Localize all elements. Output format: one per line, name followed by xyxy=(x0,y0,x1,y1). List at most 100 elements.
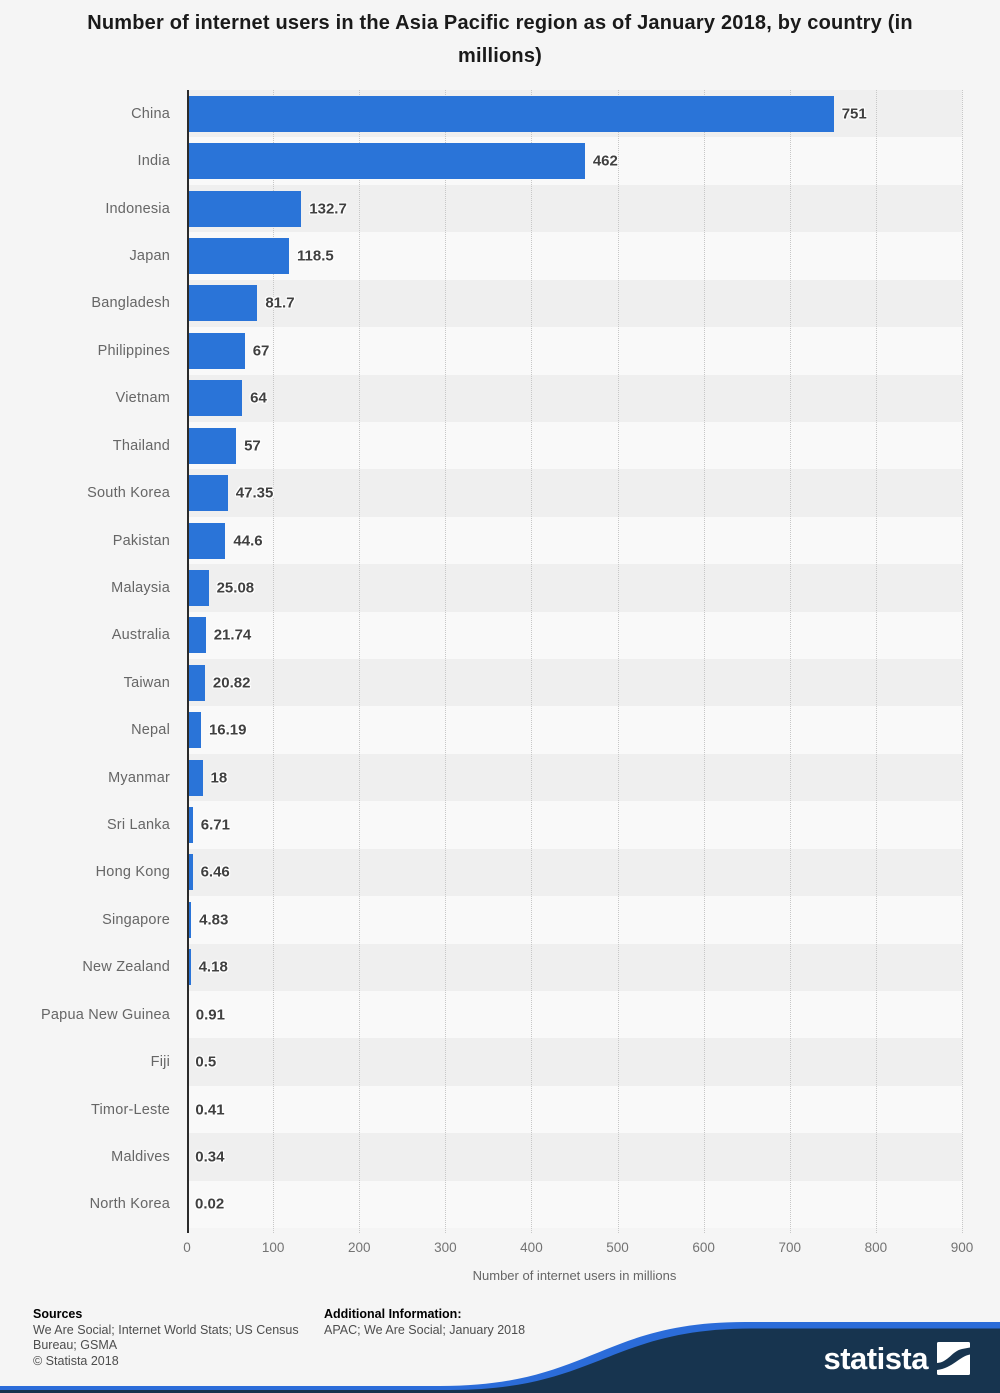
bar-value-label: 751 xyxy=(841,105,867,123)
category-label: Pakistan xyxy=(112,532,170,549)
bar xyxy=(187,807,193,844)
x-tick-label: 300 xyxy=(434,1240,457,1255)
bar-value-label: 132.7 xyxy=(309,200,347,218)
bar-rows: China 751 India 462 Indonesia 132.7 Japan 118.5… xyxy=(0,90,962,1229)
bar-value-label: 0.91 xyxy=(195,1006,225,1024)
row-plot-area: 57 xyxy=(187,421,962,470)
bar xyxy=(187,664,205,701)
category-label: Japan xyxy=(129,247,170,264)
bar-value-label: 47.35 xyxy=(235,484,274,502)
bar-value-label: 81.7 xyxy=(265,294,295,312)
bar-value-label: 118.5 xyxy=(297,247,334,265)
bar-row: India 462 xyxy=(0,137,962,185)
x-tick-label: 0 xyxy=(183,1240,191,1255)
bar-row: Nepal 16.19 xyxy=(0,706,962,754)
category-label: China xyxy=(131,105,170,122)
row-plot-area: 47.35 xyxy=(187,469,962,517)
bar-value-label: 4.83 xyxy=(199,911,229,929)
bar-row: Taiwan 20.82 xyxy=(0,659,962,707)
bar-value-label: 57 xyxy=(244,437,261,455)
bar-row: Australia 21.74 xyxy=(0,611,962,660)
category-label: South Korea xyxy=(87,485,170,502)
bar-row: Timor-Leste 0.41 xyxy=(0,1085,962,1134)
bar xyxy=(187,854,193,891)
bar xyxy=(187,237,290,274)
category-label: Sri Lanka xyxy=(106,817,170,834)
bar xyxy=(187,380,243,417)
row-plot-area: 0.41 xyxy=(187,1085,962,1134)
copyright-text: © Statista 2018 xyxy=(33,1353,119,1368)
bar-value-label: 20.82 xyxy=(212,674,251,692)
bar-row: Japan 118.5 xyxy=(0,232,962,280)
bar xyxy=(187,332,245,369)
bar-value-label: 16.19 xyxy=(208,721,247,739)
bar-row: Philippines 67 xyxy=(0,327,962,375)
row-plot-area: 4.83 xyxy=(187,896,962,944)
bar-row: China 751 xyxy=(0,90,962,138)
row-plot-area: 751 xyxy=(187,90,962,138)
row-plot-area: 64 xyxy=(187,374,962,422)
category-label: Thailand xyxy=(112,437,170,454)
bar-row: Malaysia 25.08 xyxy=(0,564,962,612)
bar-row: Vietnam 64 xyxy=(0,374,962,422)
statista-wordmark: statista xyxy=(823,1341,928,1376)
bar xyxy=(187,712,201,749)
bar xyxy=(187,143,585,180)
sources-label: Sources xyxy=(33,1307,83,1321)
category-label: Singapore xyxy=(102,911,170,928)
row-plot-area: 20.82 xyxy=(187,659,962,707)
category-label: Malaysia xyxy=(111,579,170,596)
category-label: Timor-Leste xyxy=(90,1101,170,1118)
row-plot-area: 6.46 xyxy=(187,848,962,897)
x-tick-label: 900 xyxy=(950,1240,974,1255)
bar-row: New Zealand 4.18 xyxy=(0,943,962,992)
category-label: Australia xyxy=(111,627,170,644)
row-plot-area: 21.74 xyxy=(187,611,962,660)
bar-row: Pakistan 44.6 xyxy=(0,516,962,565)
bar xyxy=(187,569,209,606)
bar-value-label: 25.08 xyxy=(216,579,255,597)
category-label: Hong Kong xyxy=(95,864,170,881)
bar-row: Indonesia 132.7 xyxy=(0,184,962,233)
statista-logo-icon xyxy=(937,1342,970,1375)
bar xyxy=(187,617,206,654)
x-tick-label: 400 xyxy=(520,1240,543,1255)
row-plot-area: 18 xyxy=(187,753,962,802)
bar-row: Sri Lanka 6.71 xyxy=(0,801,962,849)
bar-row: Fiji 0.5 xyxy=(0,1038,962,1086)
bar-row: Bangladesh 81.7 xyxy=(0,279,962,328)
bar-row: Myanmar 18 xyxy=(0,753,962,802)
row-plot-area: 462 xyxy=(187,137,962,185)
bar-row: Maldives 0.34 xyxy=(0,1133,962,1181)
bar xyxy=(187,95,834,132)
category-label: Nepal xyxy=(131,722,170,739)
row-plot-area: 81.7 xyxy=(187,279,962,328)
y-axis-line xyxy=(187,90,189,1233)
bar xyxy=(187,759,203,796)
bar xyxy=(187,427,237,464)
bar-value-label: 0.41 xyxy=(195,1101,225,1119)
category-label: Fiji xyxy=(150,1054,170,1071)
category-label: Myanmar xyxy=(108,769,170,786)
row-plot-area: 0.5 xyxy=(187,1038,962,1086)
bar xyxy=(187,285,258,322)
bar-value-label: 4.18 xyxy=(198,958,228,976)
row-plot-area: 44.6 xyxy=(187,516,962,565)
bar xyxy=(187,475,228,512)
x-tick-label: 100 xyxy=(261,1240,285,1255)
sources-text: We Are Social; Internet World Stats; US … xyxy=(33,1322,299,1353)
bar-value-label: 0.02 xyxy=(195,1195,225,1213)
category-label: India xyxy=(137,153,170,170)
x-tick-label: 200 xyxy=(347,1240,371,1255)
row-plot-area: 0.91 xyxy=(187,991,962,1039)
additional-info-label: Additional Information: xyxy=(324,1307,462,1321)
chart-title: Number of internet users in the Asia Pac… xyxy=(87,12,913,67)
row-plot-area: 4.18 xyxy=(187,943,962,992)
bar xyxy=(187,190,302,227)
bar-row: Papua New Guinea 0.91 xyxy=(0,991,962,1039)
x-tick-label: 700 xyxy=(778,1240,802,1255)
bar-row: Singapore 4.83 xyxy=(0,896,962,944)
bar-value-label: 6.71 xyxy=(200,816,230,834)
bar-value-label: 44.6 xyxy=(233,532,263,549)
